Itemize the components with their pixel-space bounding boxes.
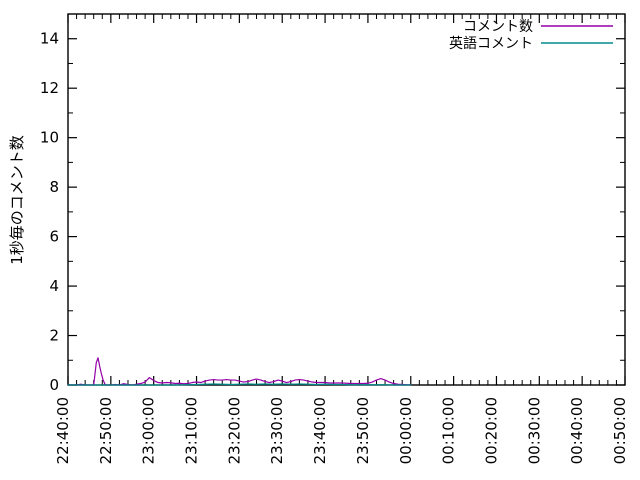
y-tick-label: 4 — [49, 277, 59, 295]
x-tick-label: 22:40:00 — [54, 397, 72, 464]
x-tick-label: 00:10:00 — [440, 397, 458, 464]
series-line-2 — [67, 383, 412, 386]
x-tick-label: 23:00:00 — [140, 397, 158, 464]
x-axis-ticks: 22:40:00 22:50:00 23:00:00 23:10:00 23:20:00… — [54, 14, 629, 464]
y-tick-label: 12 — [40, 79, 59, 97]
y-axis-title-text: 1秒毎のコメント数 — [8, 135, 26, 265]
x-tick-label: 00:00:00 — [397, 397, 415, 464]
x-tick-label: 22:50:00 — [97, 397, 115, 464]
y-axis-ticks: 0 2 4 6 8 10 12 14 — [40, 13, 625, 394]
legend-label: 英語コメント — [449, 35, 533, 52]
x-tick-label: 23:40:00 — [311, 397, 329, 464]
data-series-group — [67, 357, 412, 386]
x-tick-label: 23:50:00 — [354, 397, 372, 464]
x-tick-label: 23:30:00 — [268, 397, 286, 464]
x-tick-label: 00:50:00 — [611, 397, 629, 464]
x-tick-label: 00:40:00 — [568, 397, 586, 464]
x-tick-label: 00:30:00 — [525, 397, 543, 464]
legend-label: コメント数 — [463, 19, 533, 35]
y-tick-label: 8 — [49, 178, 59, 196]
x-tick-label: 00:20:00 — [482, 397, 500, 464]
x-tick-label: 23:20:00 — [225, 397, 243, 464]
y-tick-label: 14 — [40, 30, 59, 48]
y-tick-label: 0 — [49, 376, 59, 394]
x-tick-label: 23:10:00 — [183, 397, 201, 464]
y-tick-label: 6 — [49, 228, 59, 246]
y-tick-label: 10 — [40, 129, 59, 147]
y-tick-label: 2 — [49, 327, 59, 345]
y-axis-title: 1秒毎のコメント数 — [8, 135, 26, 265]
